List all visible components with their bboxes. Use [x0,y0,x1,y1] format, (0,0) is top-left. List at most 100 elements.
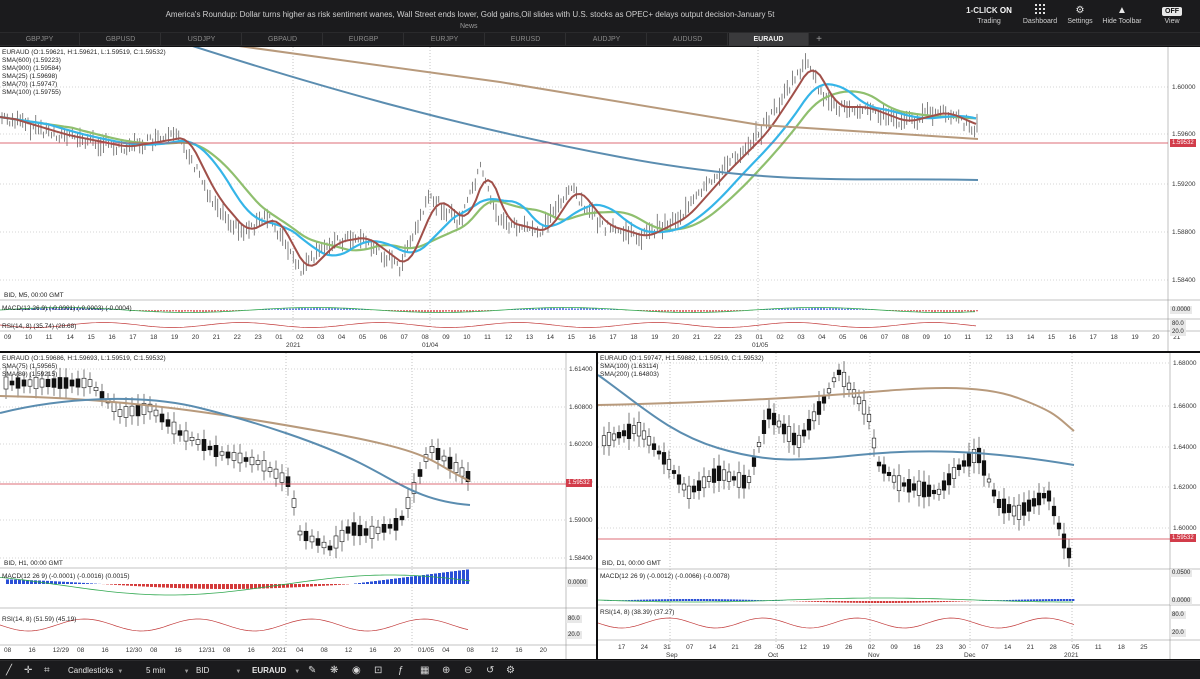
candle-body [866,414,872,422]
draw-line-icon[interactable]: ╱ [6,665,13,676]
time-tick-label: 16 [589,334,597,341]
time-tick-label: 24 [641,644,649,651]
tab-audusd[interactable]: AUDUSD [648,33,728,46]
settings-button[interactable]: ⚙ Settings [1064,4,1096,32]
time-tick-label: 20 [540,647,548,654]
macd-bar [274,584,277,589]
time-tick-label: 19 [651,334,659,341]
crosshair-icon[interactable]: ✛ [24,665,33,676]
eye-icon[interactable]: ◉ [352,665,361,676]
macd-bar [871,601,874,603]
sma-600-line [192,47,979,181]
macd-bar [649,599,652,601]
chart-legend-m5: EURAUD (O:1.59621, H:1.59621, L:1.59519,… [2,49,166,97]
chart-panel-h1[interactable]: 1.614001.608001.602001.596001.590001.584… [0,353,596,659]
reset-icon[interactable]: ↺ [486,665,495,676]
tab-gbpjpy[interactable]: GBPJPY [0,33,80,46]
timeframe-value: 5 min [146,666,166,675]
candle-body [147,403,153,413]
time-tick-label: 14 [67,334,75,341]
macd-bar [414,576,417,584]
tab-gbpaud[interactable]: GBPAUD [243,33,323,46]
time-tick-label: 15 [88,334,96,341]
dashboard-button[interactable]: Dashboard [1018,4,1062,32]
tab-euraud[interactable]: EURAUD [729,33,809,46]
macd-bar [832,601,835,603]
chart-type-select[interactable]: Candlesticks ▼ [68,664,123,677]
macd-bar [386,579,389,584]
news-label[interactable]: News [460,23,478,30]
crop-icon[interactable]: ⌗ [44,665,50,676]
zoom-out-icon[interactable]: ⊖ [464,665,473,676]
chart-h1-svg[interactable]: 1.614001.608001.602001.596001.590001.584… [0,353,596,659]
view-button[interactable]: OFF View [1150,4,1194,32]
time-tick-label: 11 [46,334,53,341]
month-label: Oct [768,652,778,659]
current-price-tag-d1: 1.59532 [1170,534,1196,542]
time-tick-label: 02 [296,334,304,341]
time-tick-label: 13 [1006,334,1014,341]
pencil-icon[interactable]: ✎ [308,665,317,676]
current-price-tag-h1: 1.59532 [566,479,592,487]
rsi-line [598,617,1075,629]
tab-usdjpy[interactable]: USDJPY [162,33,242,46]
time-tick-label: 25 [1140,644,1148,651]
lock-icon[interactable]: ⊡ [374,665,383,676]
timeframe-select[interactable]: 5 min ▼ [146,664,190,677]
grid-icon [1018,4,1062,18]
candle-body [411,482,417,494]
macd-bar [118,584,121,586]
macd-bar [895,601,898,603]
macd-bar [306,584,309,587]
chart-panel-m5[interactable]: 1.60000 1.59600 1.59200 1.58800 1.58400 09 10 1… [0,47,1200,351]
layout-icon[interactable]: ▦ [420,665,430,676]
macd-bar [820,601,823,603]
chart-settings-gear-icon[interactable]: ⚙ [506,665,515,676]
news-headline[interactable]: America's Roundup: Dollar turns higher a… [165,10,775,19]
macd-bar [919,601,922,603]
hide-toolbar-button[interactable]: ▲ Hide Toolbar [1100,4,1144,32]
chart-m5-svg[interactable]: 1.60000 1.59600 1.59200 1.58800 1.58400 09 10 1… [0,47,1200,351]
tab-audjpy[interactable]: AUDJPY [567,33,647,46]
time-tick-label: 19 [1131,334,1139,341]
macd-bar [74,582,77,584]
month-label: Nov [868,652,880,659]
macd-bar [823,601,826,603]
indicators-icon[interactable]: ƒ [398,665,404,676]
time-tick-label: 18 [630,334,638,341]
drawing-tools-icon[interactable]: ❋ [330,665,339,676]
macd-bar [724,599,727,601]
candle-body [375,526,381,534]
date-label: 2021 [286,342,301,349]
macd-bar [174,584,177,588]
zoom-in-icon[interactable]: ⊕ [442,665,451,676]
candle-body [906,479,912,493]
candle-body [681,483,687,491]
sma-70-line [0,83,977,257]
macd-bar [178,584,181,589]
macd-bar [70,582,73,584]
chart-panel-d1[interactable]: 1.68000 1.66000 1.64000 1.62000 1.60000 17 24 3… [598,353,1200,659]
price-tick-label: 1.60000 [1172,84,1196,91]
macd-bar [637,599,640,601]
chart-d1-svg[interactable]: 1.68000 1.66000 1.64000 1.62000 1.60000 17 24 3… [598,353,1200,659]
symbol-select[interactable]: EURAUD ▼ [252,664,300,677]
tab-gbpusd[interactable]: GBPUSD [81,33,161,46]
candle-body [405,497,411,509]
candle-body [901,482,907,487]
one-click-trading-button[interactable]: 1-CLICK ON Trading [964,4,1014,32]
macd-bar [110,584,113,585]
tab-eurgbp[interactable]: EURGBP [324,33,404,46]
candle-body [831,377,837,383]
sma-25-line [0,69,977,267]
tab-eurjpy[interactable]: EURJPY [405,33,485,46]
macd-bar [955,601,958,602]
chart-type-value: Candlesticks [68,666,114,675]
tab-eurusd[interactable]: EURUSD [486,33,566,46]
macd-bar [682,599,685,601]
time-tick-label: 08 [223,647,231,654]
price-type-select[interactable]: BID ▼ [196,664,241,677]
add-tab-button[interactable]: + [816,34,822,45]
macd-bar [700,599,703,601]
price-tick-label: 1.59000 [569,517,593,524]
